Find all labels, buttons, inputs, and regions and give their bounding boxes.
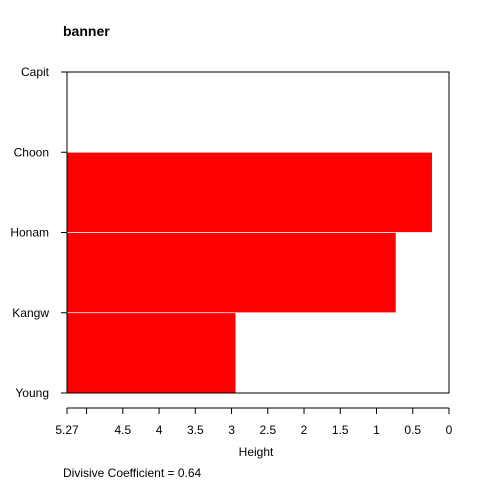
y-tick-label-young: Young (15, 386, 49, 400)
x-tick-label: 0 (446, 423, 453, 437)
y-axis: Capit Choon Honam Kangw Young (10, 65, 67, 400)
x-tick-label: 5.27 (55, 423, 79, 437)
bars-layer (66, 151, 433, 394)
x-tick-label: 0.5 (404, 423, 421, 437)
divisive-coefficient-label: Divisive Coefficient = (63, 466, 178, 480)
x-axis-label: Height (239, 445, 274, 459)
x-tick-label: 3 (228, 423, 235, 437)
x-axis: 5.27 4.5 4 3.5 3 2.5 2 1.5 1 0.5 0 (55, 407, 453, 437)
divisive-coefficient-note: Divisive Coefficient = 0.64 (63, 466, 202, 480)
x-tick-label: 1.5 (332, 423, 349, 437)
x-tick-label: 1 (373, 423, 380, 437)
y-tick-label-honam: Honam (10, 226, 49, 240)
bar-kangw-young (66, 312, 237, 394)
y-tick-label-kangw: Kangw (12, 306, 49, 320)
x-tick-label: 2.5 (259, 423, 276, 437)
divisive-coefficient-value: 0.64 (178, 466, 202, 480)
y-tick-label-choon: Choon (14, 145, 49, 159)
x-tick-label: 3.5 (187, 423, 204, 437)
x-tick-label: 2 (301, 423, 308, 437)
y-tick-label-capit: Capit (21, 65, 50, 79)
x-tick-label: 4.5 (114, 423, 131, 437)
bar-choon-honam (66, 151, 433, 233)
chart-title: banner (63, 23, 110, 39)
bar-honam-kangw (66, 232, 397, 314)
x-tick-label: 4 (156, 423, 163, 437)
